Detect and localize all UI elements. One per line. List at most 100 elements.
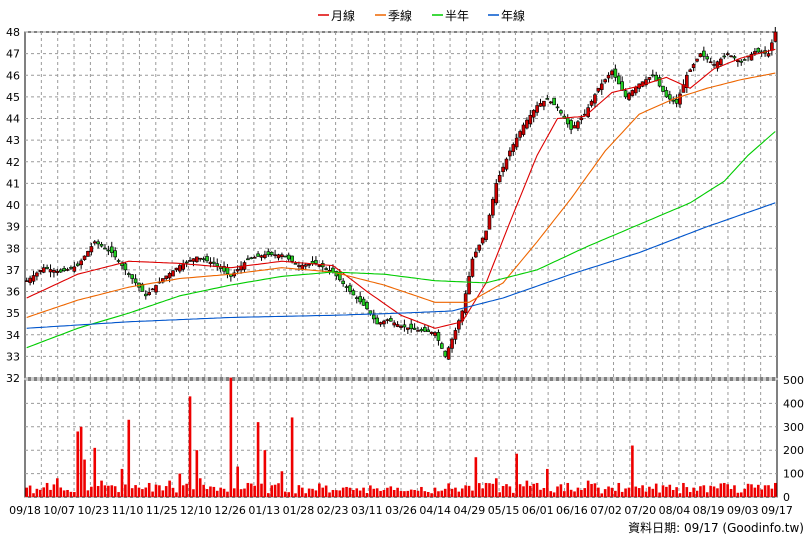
volume-tick-label: 0 — [783, 491, 790, 504]
volume-bar — [648, 486, 651, 497]
candle-body — [409, 323, 414, 329]
candle-body — [651, 74, 655, 77]
candle-body — [280, 254, 284, 257]
volume-bar — [246, 482, 250, 497]
volume-bar — [403, 491, 406, 497]
volume-bar — [348, 487, 352, 497]
candle-body — [535, 105, 539, 113]
volume-bar — [552, 492, 556, 497]
candle-body — [314, 260, 318, 264]
candle-body — [65, 269, 70, 271]
candle-body — [436, 332, 441, 341]
candle-body — [178, 265, 182, 272]
candle-body — [263, 254, 267, 258]
volume-bar — [110, 485, 114, 497]
volume-bar — [137, 487, 141, 497]
volume-bar — [32, 493, 35, 497]
candle-body — [569, 120, 573, 130]
volume-bar — [297, 485, 301, 497]
volume-bar — [753, 487, 757, 497]
volume-bar — [576, 487, 580, 497]
candle-body — [174, 267, 179, 271]
candle-body — [130, 274, 134, 279]
volume-bar — [124, 484, 127, 497]
candle-body — [69, 267, 73, 269]
volume-bar — [219, 487, 222, 497]
volume-bar — [120, 468, 124, 497]
volume-bar — [773, 482, 777, 497]
candle-body — [511, 144, 516, 152]
volume-bar — [338, 490, 342, 497]
volume-bar — [321, 487, 325, 497]
volume-bar — [103, 485, 107, 497]
candle-body — [555, 106, 560, 109]
volume-bar — [471, 490, 474, 497]
price-tick-label: 32 — [6, 372, 20, 385]
volume-bar — [260, 483, 263, 497]
candle-body — [375, 317, 379, 325]
candle-body — [395, 324, 400, 327]
volume-bar — [280, 471, 284, 497]
volume-bar — [678, 493, 682, 497]
candle-body — [559, 110, 563, 114]
candle-body — [361, 298, 366, 306]
volume-bar — [141, 489, 144, 497]
candle-body — [324, 268, 328, 270]
x-tick-label: 03/26 — [385, 504, 417, 517]
x-tick-label: 05/15 — [488, 504, 520, 517]
volume-bar — [406, 490, 410, 497]
volume-bar — [209, 486, 212, 497]
candle-body — [283, 255, 288, 258]
candle-body — [715, 61, 720, 69]
volume-bar — [651, 488, 655, 497]
candle-body — [545, 98, 550, 100]
candle-body — [82, 255, 87, 260]
volume-bar — [83, 459, 86, 497]
volume-bar — [641, 485, 644, 497]
candle-body — [106, 249, 111, 252]
candle-body — [501, 166, 505, 173]
volume-bar — [399, 491, 403, 497]
candle-body — [123, 263, 128, 271]
volume-bar — [627, 487, 631, 497]
candle-body — [378, 322, 383, 325]
candle-body — [140, 283, 145, 292]
volume-bar — [467, 485, 471, 497]
x-tick-label: 01/28 — [283, 504, 315, 517]
volume-bar — [491, 483, 495, 497]
candle-body — [86, 250, 90, 257]
candle-body — [753, 51, 757, 54]
volume-bar — [168, 480, 171, 497]
x-tick-label: 09/03 — [727, 504, 759, 517]
volume-bar — [35, 488, 39, 497]
volume-bar — [253, 485, 256, 497]
candle-body — [184, 261, 189, 264]
x-tick-label: 08/19 — [693, 504, 725, 517]
candle-body — [593, 94, 597, 104]
volume-bar — [447, 483, 450, 497]
volume-bar — [719, 483, 723, 497]
candle-body — [494, 183, 499, 204]
candle-body — [518, 131, 522, 138]
candle-body — [477, 244, 482, 251]
volume-bar — [358, 490, 362, 497]
candle-body — [99, 243, 104, 247]
candle-body — [725, 53, 730, 55]
candle-body — [542, 100, 546, 107]
price-tick-label: 34 — [6, 329, 20, 342]
volume-bar — [256, 422, 260, 497]
volume-bar — [331, 489, 335, 497]
volume-bar — [362, 487, 365, 497]
candle-body — [630, 90, 635, 96]
volume-bar — [284, 491, 287, 497]
volume-bar — [477, 483, 481, 497]
candle-body — [423, 327, 427, 332]
candle-body — [154, 285, 158, 293]
ma-line-1 — [26, 72, 776, 319]
volume-bar — [178, 473, 182, 497]
volume-bar — [49, 489, 52, 497]
volume-panel: 0 100 200 300 400 500 — [24, 374, 804, 504]
volume-bar — [566, 482, 570, 497]
candle-body — [620, 81, 624, 91]
volume-bar — [437, 491, 440, 497]
